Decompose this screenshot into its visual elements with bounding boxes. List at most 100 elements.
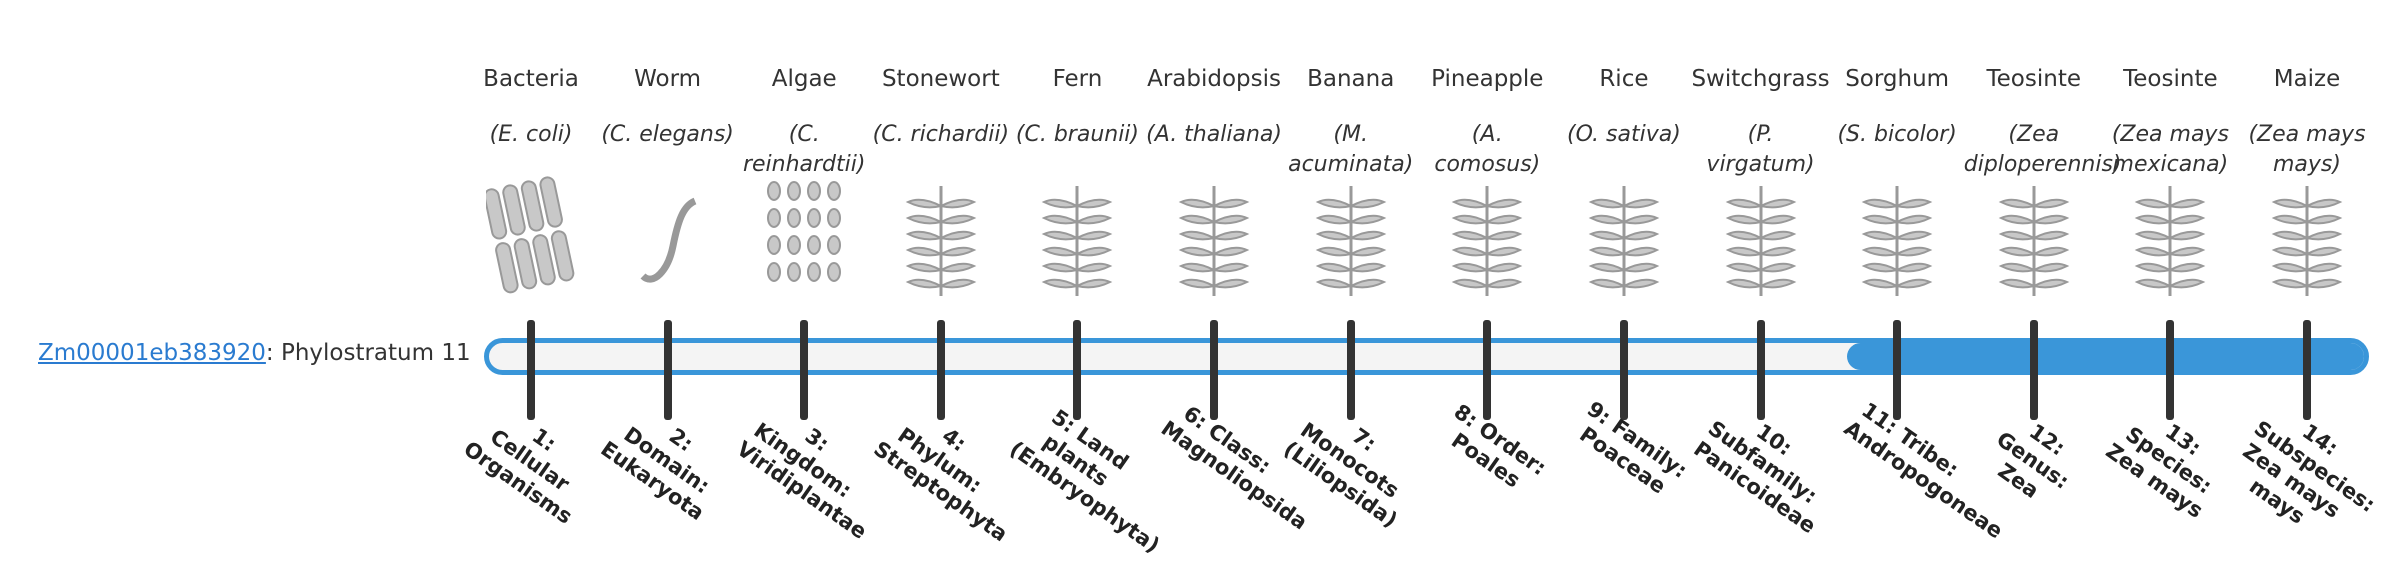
- image-part: [1042, 230, 1078, 241]
- organism-name: Rice: [1599, 66, 1649, 92]
- image-part: [827, 181, 842, 201]
- organism-name: Teosinte: [1986, 66, 2081, 92]
- image-part: [940, 246, 977, 257]
- image-part: [1451, 214, 1488, 225]
- organism-species: (O. sativa): [1567, 122, 1681, 147]
- image-part: [1623, 246, 1660, 257]
- image-part: [1350, 278, 1386, 289]
- image-part: [2169, 246, 2206, 257]
- image-part: [2306, 246, 2343, 257]
- image-part: [905, 278, 942, 289]
- image-part: [1350, 214, 1386, 225]
- organism-image: [640, 197, 697, 283]
- image-part: [1178, 262, 1215, 273]
- image-part: [940, 230, 977, 241]
- image-part: [1315, 262, 1352, 273]
- image-part: [1861, 278, 1898, 289]
- organism-species: (M. acuminata): [1288, 122, 1414, 177]
- image-part: [1486, 214, 1523, 225]
- image-part: [1178, 198, 1215, 209]
- organism-name: Algae: [771, 66, 837, 92]
- stratum-track: [484, 338, 2369, 375]
- organism-name: Fern: [1052, 66, 1103, 92]
- image-part: [1451, 278, 1488, 289]
- image-part: [1760, 214, 1796, 225]
- image-part: [1315, 246, 1352, 257]
- stratum-tick: [1073, 320, 1082, 420]
- organism-species: (C. richardii): [872, 122, 1010, 147]
- organism-species: (P. virgatum): [1706, 122, 1815, 177]
- image-part: [1213, 214, 1250, 225]
- image-part: [940, 214, 977, 225]
- stratum-label: 1: Cellular Organisms: [459, 423, 577, 529]
- image-part: [1350, 230, 1386, 241]
- organism-image: [1315, 186, 1386, 296]
- organism-image: [1725, 186, 1796, 296]
- gene-label: : Phylostratum: [265, 340, 435, 366]
- image-part: [1760, 198, 1796, 209]
- image-part: [550, 230, 575, 282]
- image-part: [1998, 186, 2070, 296]
- stratum-tick: [663, 320, 672, 420]
- image-part: [1042, 278, 1078, 289]
- image-part: [1077, 246, 1113, 257]
- image-part: [767, 181, 782, 201]
- image-part: [1042, 262, 1078, 273]
- image-part: [1588, 198, 1625, 209]
- image-part: [495, 242, 519, 294]
- image-part: [1486, 198, 1523, 209]
- image-part: [1315, 186, 1386, 296]
- image-part: [767, 181, 842, 282]
- stratum-label: 13: Species: Zea mays: [2101, 419, 2217, 523]
- image-part: [1451, 198, 1488, 209]
- image-part: [787, 235, 802, 255]
- image-part: [1725, 198, 1761, 209]
- image-part: [1588, 246, 1625, 257]
- image-part: [1042, 186, 1113, 296]
- stratum-tick: [1346, 320, 1355, 420]
- organism-image: [1588, 186, 1660, 296]
- image-part: [1896, 214, 1933, 225]
- stratum-label: 14: Subspecies: Zea mays mays: [2238, 416, 2380, 529]
- stratum-label: 5: Land plants (Embryophyta): [1005, 404, 1165, 558]
- image-part: [1760, 246, 1796, 257]
- stratum-label: 2: Domain: Eukaryota: [596, 422, 714, 526]
- organism-name: Banana: [1307, 66, 1395, 92]
- image-part: [940, 198, 977, 209]
- stratum-tick: [1210, 320, 1219, 420]
- image-part: [827, 235, 842, 255]
- organism-name: Maize: [2273, 66, 2341, 92]
- image-part: [1861, 186, 1933, 296]
- stratum-tick: [2303, 320, 2311, 420]
- image-part: [1350, 198, 1386, 209]
- image-part: [1725, 262, 1761, 273]
- image-part: [1861, 198, 1898, 209]
- organism-species: (Zea mays mexicana): [2111, 122, 2229, 177]
- image-part: [1486, 278, 1523, 289]
- image-part: [1451, 246, 1488, 257]
- image-part: [2271, 230, 2308, 241]
- image-part: [2306, 230, 2343, 241]
- stratum-label: 9: Family: Poaceae: [1575, 396, 1692, 499]
- organism-image: [1178, 186, 1250, 296]
- stratum-label: 6: Class: Magnoliopsida: [1156, 401, 1312, 535]
- stratum-label: 4: Phylum: Streptophyta: [869, 422, 1012, 547]
- image-part: [1077, 278, 1113, 289]
- stratum-tick: [527, 320, 535, 420]
- image-part: [827, 262, 842, 282]
- image-part: [2135, 230, 2171, 241]
- gene-info: Zm00001eb383920: Phylostratum 11: [38, 340, 471, 366]
- image-part: [2306, 262, 2343, 273]
- image-part: [1623, 214, 1660, 225]
- image-part: [1213, 262, 1250, 273]
- image-part: [1213, 230, 1250, 241]
- image-part: [1315, 214, 1352, 225]
- image-part: [1896, 230, 1933, 241]
- gene-link[interactable]: Zm00001eb383920: [38, 340, 266, 366]
- image-part: [1725, 230, 1761, 241]
- image-part: [1588, 230, 1625, 241]
- organism-species: (E. coli): [489, 122, 573, 147]
- image-part: [1178, 230, 1215, 241]
- image-part: [767, 262, 782, 282]
